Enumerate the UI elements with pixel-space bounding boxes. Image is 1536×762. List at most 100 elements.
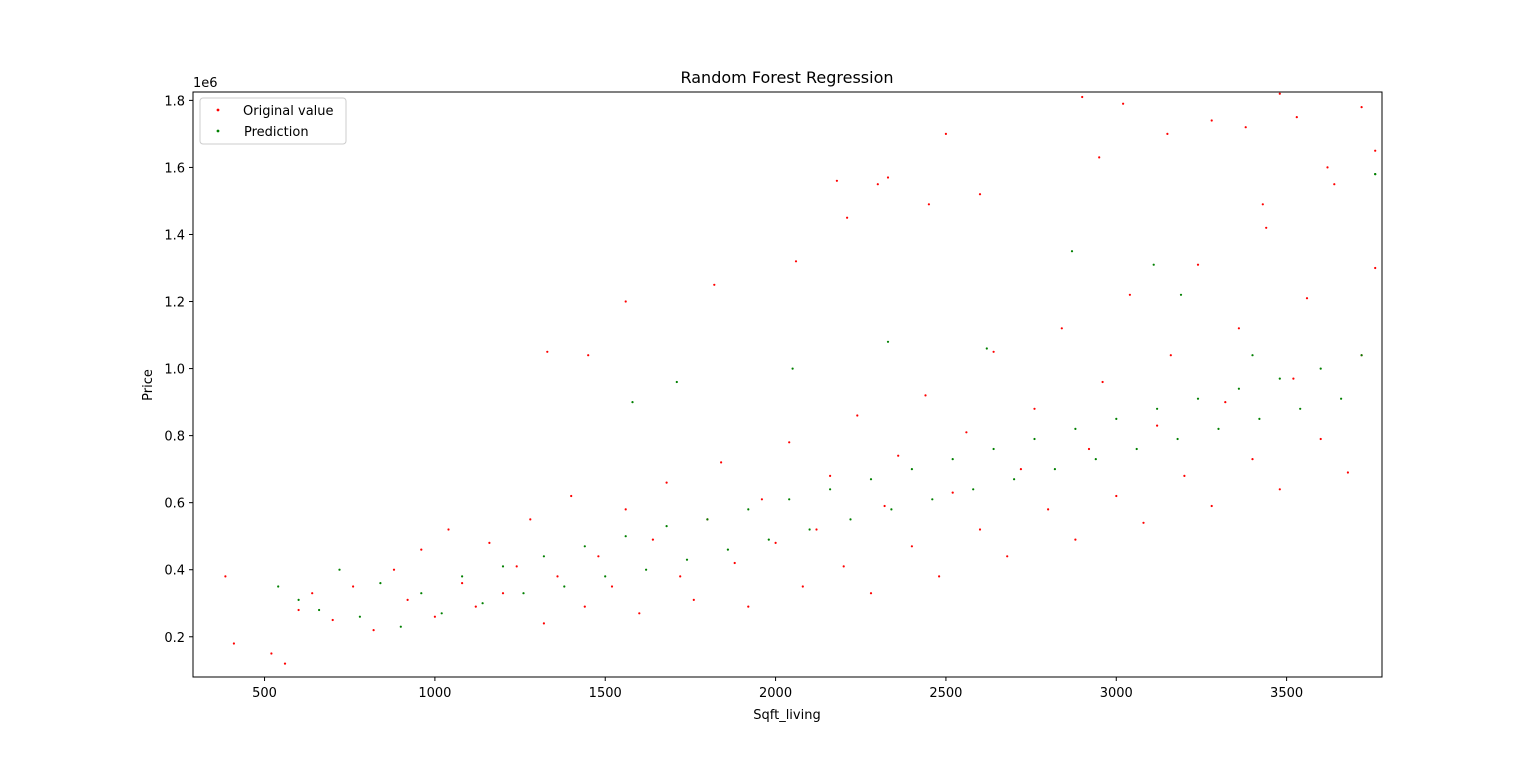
point-original bbox=[372, 629, 375, 632]
point-original bbox=[1278, 92, 1281, 95]
point-original bbox=[1237, 327, 1240, 330]
point-original bbox=[447, 528, 450, 531]
point-original bbox=[1060, 327, 1063, 330]
point-original bbox=[978, 193, 982, 196]
point-prediction bbox=[1278, 377, 1281, 380]
point-original bbox=[311, 592, 314, 595]
point-original bbox=[352, 585, 355, 588]
point-original bbox=[1278, 488, 1281, 491]
y-tick-label: 0.8 bbox=[164, 430, 185, 445]
point-prediction bbox=[1374, 173, 1377, 176]
chart-title: Random Forest Regression bbox=[680, 68, 893, 87]
point-original bbox=[1346, 471, 1349, 474]
point-original bbox=[1305, 297, 1309, 300]
point-original bbox=[297, 608, 300, 612]
point-prediction bbox=[1237, 387, 1240, 390]
point-original bbox=[747, 605, 750, 608]
point-original bbox=[1019, 468, 1023, 471]
legend-label-original: Original value bbox=[243, 104, 334, 119]
point-prediction bbox=[1319, 367, 1322, 370]
point-original bbox=[965, 431, 968, 434]
point-prediction bbox=[277, 585, 280, 588]
point-original bbox=[1292, 377, 1295, 380]
point-prediction bbox=[1176, 437, 1179, 441]
point-prediction bbox=[791, 367, 794, 370]
point-prediction bbox=[522, 592, 525, 595]
y-tick-label: 1.2 bbox=[164, 296, 185, 311]
point-prediction bbox=[1251, 354, 1254, 357]
point-prediction bbox=[604, 575, 607, 578]
point-original bbox=[1087, 447, 1091, 451]
point-prediction bbox=[1340, 397, 1343, 400]
point-original bbox=[801, 585, 804, 588]
point-original bbox=[944, 132, 948, 135]
point-original bbox=[624, 300, 627, 303]
point-prediction bbox=[747, 508, 750, 511]
plot-frame bbox=[192, 91, 1383, 678]
legend-label-prediction: Prediction bbox=[244, 125, 309, 140]
point-prediction bbox=[1053, 468, 1056, 471]
point-prediction bbox=[1152, 263, 1155, 266]
point-original bbox=[232, 642, 235, 645]
point-prediction bbox=[481, 602, 484, 605]
point-original bbox=[474, 605, 477, 608]
y-tick-label: 1.4 bbox=[164, 228, 185, 243]
point-original bbox=[1360, 106, 1363, 109]
y-offset-label: 1e6 bbox=[193, 76, 218, 91]
point-original bbox=[331, 618, 334, 622]
point-prediction bbox=[992, 447, 995, 451]
point-prediction bbox=[972, 488, 975, 491]
point-prediction bbox=[931, 498, 934, 501]
point-original bbox=[1098, 156, 1101, 159]
point-original bbox=[1265, 226, 1268, 229]
x-axis: 500 1000 1500 2000 2500 3000 3500 bbox=[252, 677, 1303, 701]
point-original bbox=[869, 592, 873, 595]
point-original bbox=[1261, 203, 1264, 206]
point-original bbox=[897, 454, 900, 457]
point-original bbox=[587, 354, 590, 357]
point-original bbox=[794, 260, 798, 263]
x-tick-label: 2000 bbox=[759, 686, 792, 701]
point-original bbox=[1210, 119, 1213, 122]
point-prediction bbox=[1074, 427, 1077, 430]
point-original bbox=[924, 394, 927, 397]
point-prediction bbox=[542, 555, 546, 558]
point-original bbox=[488, 541, 491, 545]
point-original bbox=[760, 498, 764, 501]
legend-marker-original bbox=[216, 108, 220, 112]
point-original bbox=[951, 491, 954, 494]
point-original bbox=[283, 662, 287, 665]
point-prediction bbox=[631, 401, 634, 404]
point-prediction bbox=[706, 518, 709, 521]
point-prediction bbox=[1217, 427, 1220, 430]
scatter-layer bbox=[224, 92, 1377, 665]
point-original bbox=[774, 541, 777, 545]
point-prediction bbox=[675, 380, 678, 384]
point-original bbox=[876, 183, 879, 186]
point-original bbox=[1074, 538, 1077, 541]
x-tick-label: 1000 bbox=[418, 686, 451, 701]
x-tick-label: 1500 bbox=[589, 686, 622, 701]
point-original bbox=[1210, 504, 1213, 508]
point-original bbox=[461, 582, 464, 585]
point-original bbox=[679, 575, 682, 578]
point-original bbox=[1101, 380, 1104, 384]
point-prediction bbox=[1156, 407, 1159, 410]
point-original bbox=[1156, 424, 1159, 427]
point-original bbox=[846, 216, 849, 219]
point-prediction bbox=[829, 488, 832, 491]
point-prediction bbox=[297, 598, 300, 602]
point-original bbox=[815, 528, 818, 531]
point-original bbox=[886, 176, 890, 179]
point-prediction bbox=[665, 525, 668, 528]
point-original bbox=[665, 481, 668, 484]
y-tick-label: 0.2 bbox=[164, 631, 185, 646]
point-prediction bbox=[1299, 407, 1302, 410]
point-original bbox=[583, 605, 586, 608]
point-original bbox=[883, 504, 886, 508]
y-tick-label: 1.0 bbox=[164, 363, 185, 378]
point-prediction bbox=[685, 558, 689, 561]
point-prediction bbox=[1013, 478, 1016, 481]
point-original bbox=[1251, 458, 1254, 461]
